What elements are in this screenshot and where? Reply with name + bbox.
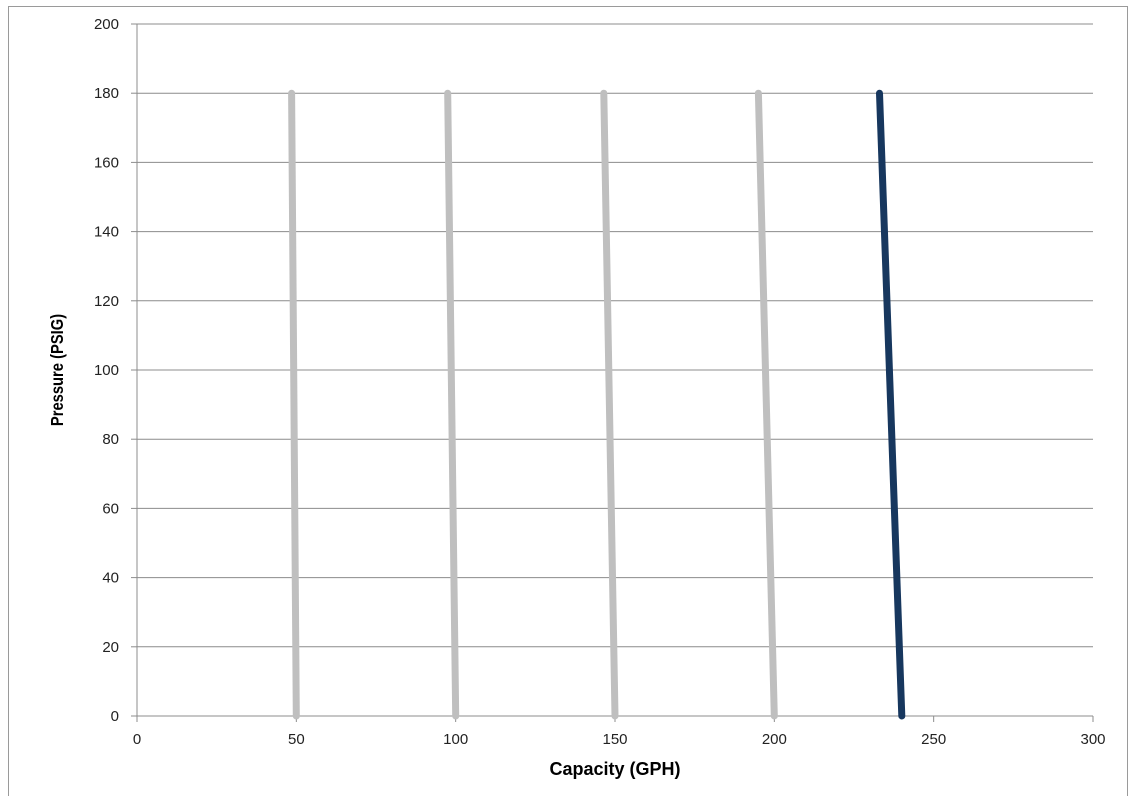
x-tick-label: 150 <box>602 731 627 748</box>
series-line-5 <box>876 89 906 720</box>
y-tick-label: 180 <box>94 85 119 102</box>
y-tick-label: 80 <box>102 431 119 448</box>
y-axis-title: Pressure (PSIG) <box>48 314 68 426</box>
y-tick-label: 100 <box>94 362 119 379</box>
y-tick-label: 160 <box>94 154 119 171</box>
y-tick-label: 40 <box>102 570 119 587</box>
y-tick-label: 140 <box>94 224 119 241</box>
x-axis-title: Capacity (GPH) <box>549 759 680 779</box>
x-tick-label: 100 <box>443 731 468 748</box>
x-tick-label: 0 <box>133 731 141 748</box>
x-tick-label: 50 <box>288 731 305 748</box>
x-tick-label: 300 <box>1080 731 1105 748</box>
series-line-1 <box>288 89 300 720</box>
series-line-2 <box>444 89 460 720</box>
series-lines <box>288 89 906 720</box>
y-tick-labels: 0 20 40 60 80 100 120 140 160 180 200 <box>94 16 119 725</box>
y-tick-label: 120 <box>94 293 119 310</box>
y-tick-label: 20 <box>102 639 119 656</box>
y-tick-label: 0 <box>111 708 119 725</box>
x-tick-labels: 0 50 100 150 200 250 300 <box>133 731 1106 748</box>
y-tick-label: 60 <box>102 500 119 517</box>
series-line-3 <box>600 89 619 720</box>
x-tick-label: 250 <box>921 731 946 748</box>
x-tick-label: 200 <box>762 731 787 748</box>
y-tick-label: 200 <box>94 16 119 33</box>
series-line-4 <box>754 89 778 720</box>
chart-frame <box>8 6 1128 796</box>
